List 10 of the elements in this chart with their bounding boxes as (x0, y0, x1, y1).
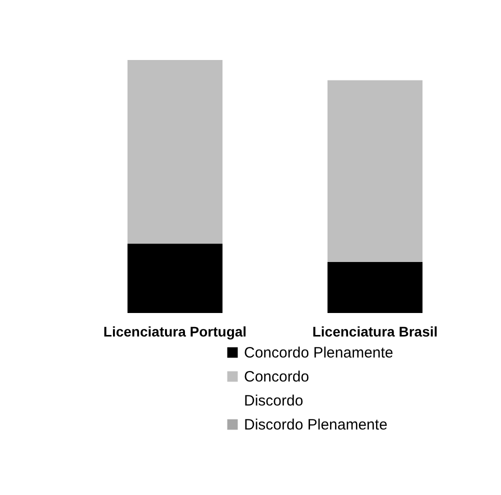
bar (128, 60, 222, 244)
legend-label: Concordo Plenamente (244, 344, 394, 362)
text: Discordo (244, 392, 304, 410)
x-tick-label: Licenciatura Brasil (312, 324, 438, 340)
legend-label: Concordo (244, 368, 310, 386)
bar (328, 80, 422, 262)
x-tick-label: Licenciatura Portugal (103, 324, 247, 340)
legend-label: Discordo Plenamente (244, 416, 388, 434)
bar (328, 262, 422, 313)
bar (128, 244, 222, 313)
